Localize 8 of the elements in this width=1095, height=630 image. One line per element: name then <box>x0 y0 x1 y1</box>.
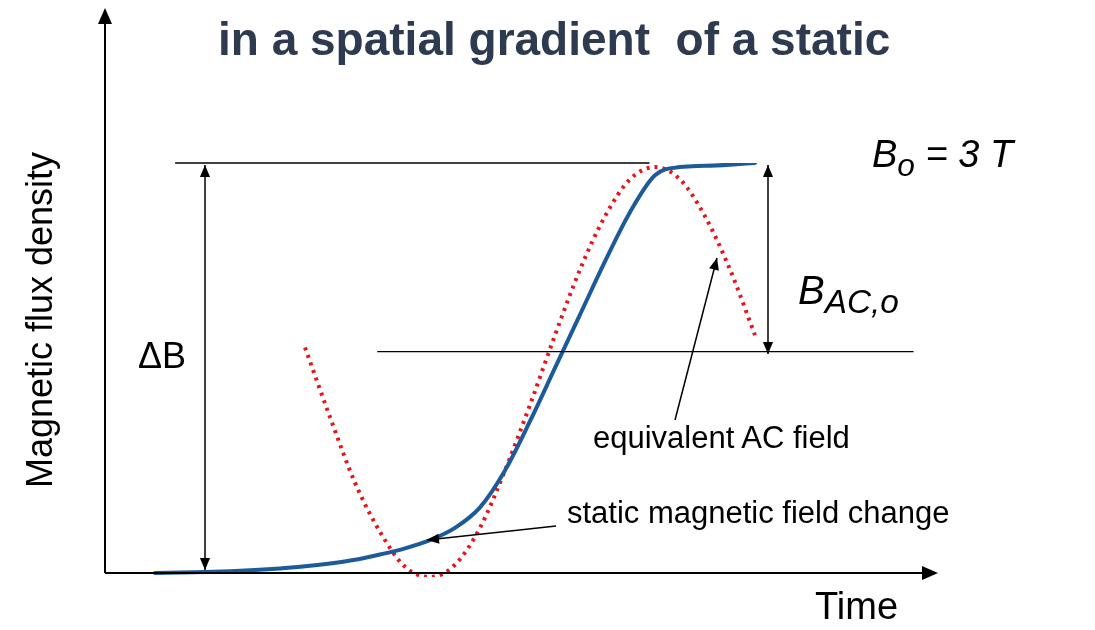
annotation: static magnetic field change <box>567 495 950 531</box>
x-axis-title: Time <box>815 585 899 628</box>
annotation: equivalent AC field <box>593 420 850 456</box>
annotation: B$_{o}$ = 3 T <box>872 133 1014 184</box>
annotation: B$_{AC,o}$ <box>798 268 899 321</box>
chart-title: in a spatial gradient of a static <box>218 12 891 66</box>
y-axis-title: Magnetic flux density <box>19 151 61 489</box>
annotation: ΔB <box>138 335 187 377</box>
